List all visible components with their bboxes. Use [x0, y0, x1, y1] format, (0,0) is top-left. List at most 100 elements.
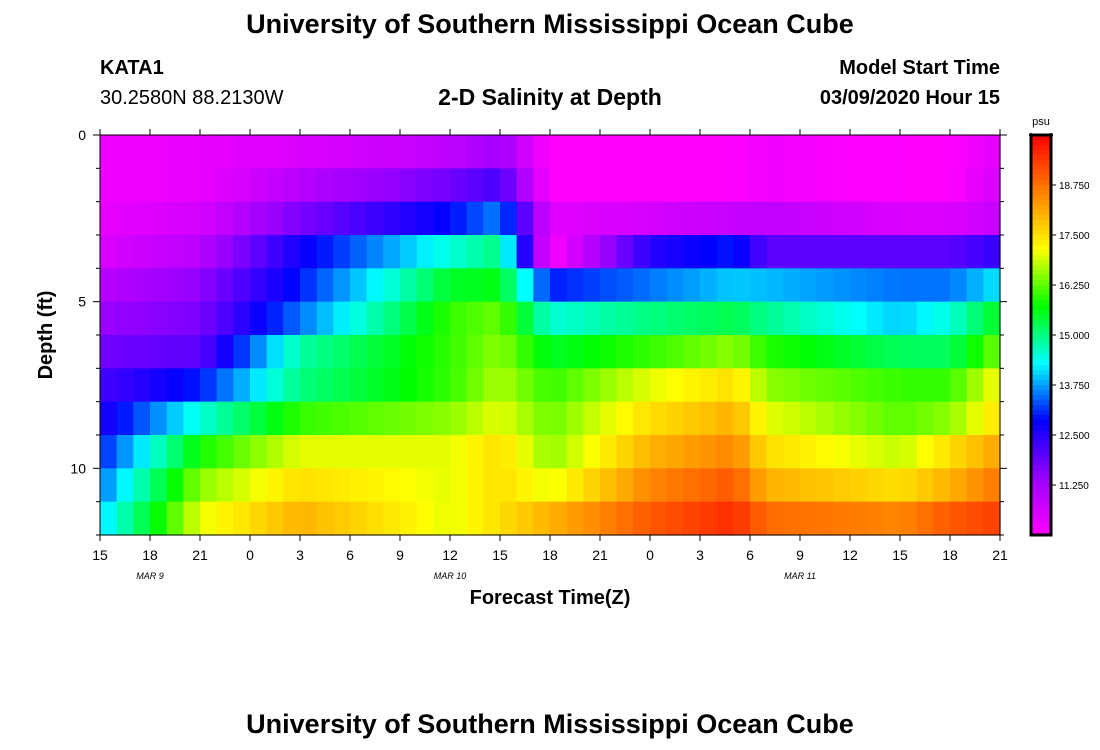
heatmap-cell: [183, 301, 201, 336]
heatmap-cell: [183, 401, 201, 436]
heatmap-cell: [766, 335, 784, 369]
heatmap-cell: [233, 468, 251, 503]
heatmap-cell: [566, 168, 584, 203]
x-tick-label: 12: [442, 547, 458, 563]
heatmap-cell: [683, 268, 701, 303]
heatmap-cell: [133, 168, 151, 203]
heatmap-cell: [533, 168, 551, 203]
heatmap-cell: [150, 435, 168, 469]
heatmap-cell: [183, 368, 201, 403]
heatmap-cell: [316, 435, 334, 469]
heatmap-cell: [800, 401, 818, 436]
heatmap-cell: [150, 235, 168, 269]
heatmap-cell: [200, 235, 218, 269]
x-tick-label: 15: [92, 547, 108, 563]
colorbar-segment: [1031, 215, 1051, 221]
heatmap-cell: [733, 135, 751, 169]
heatmap-cell: [433, 135, 451, 169]
heatmap-cell: [250, 435, 268, 469]
heatmap-cell: [666, 201, 684, 236]
heatmap-cell: [816, 201, 834, 236]
page-title-top: University of Southern Mississippi Ocean…: [246, 9, 854, 39]
heatmap-cell: [616, 301, 634, 336]
heatmap-cell: [316, 201, 334, 236]
heatmap-cell: [916, 401, 934, 436]
heatmap-cell: [650, 135, 668, 169]
heatmap-cell: [250, 168, 268, 203]
heatmap-cell: [950, 468, 968, 503]
heatmap-cell: [683, 468, 701, 503]
heatmap-cell: [366, 135, 384, 169]
heatmap-cell: [716, 235, 734, 269]
heatmap-cell: [633, 335, 651, 369]
heatmap-cell: [366, 435, 384, 469]
heatmap-cell: [766, 501, 784, 536]
heatmap-cell: [233, 501, 251, 536]
heatmap-cell: [600, 468, 618, 503]
heatmap-cell: [533, 135, 551, 169]
heatmap-cell: [616, 268, 634, 303]
colorbar-segment: [1031, 275, 1051, 281]
heatmap-cell: [583, 301, 601, 336]
heatmap-cell: [783, 235, 801, 269]
colorbar-segment: [1031, 265, 1051, 271]
colorbar-segment: [1031, 165, 1051, 171]
heatmap-cell: [200, 201, 218, 236]
heatmap-cell: [550, 268, 568, 303]
heatmap-cell: [883, 501, 901, 536]
heatmap-cell: [916, 368, 934, 403]
heatmap-cell: [583, 501, 601, 536]
x-tick-label: 6: [746, 547, 754, 563]
heatmap-cell: [650, 435, 668, 469]
date-label: MAR 11: [784, 571, 816, 581]
heatmap-cell: [650, 235, 668, 269]
heatmap-cell: [116, 268, 134, 303]
heatmap-cell: [650, 468, 668, 503]
heatmap-cell: [950, 168, 968, 203]
heatmap-cell: [966, 201, 984, 236]
heatmap-cell: [516, 501, 534, 536]
colorbar-segment: [1031, 395, 1051, 401]
heatmap-cell: [266, 501, 284, 536]
heatmap-cell: [116, 201, 134, 236]
heatmap-cell: [833, 335, 851, 369]
heatmap-cell: [133, 368, 151, 403]
heatmap-cell: [833, 501, 851, 536]
heatmap-cell: [350, 501, 368, 536]
heatmap-cell: [150, 168, 168, 203]
heatmap-cell: [616, 501, 634, 536]
heatmap-cell: [100, 401, 118, 436]
heatmap-cell: [200, 335, 218, 369]
heatmap-cell: [266, 235, 284, 269]
heatmap-cell: [550, 235, 568, 269]
heatmap-cell: [466, 335, 484, 369]
heatmap-cell: [800, 301, 818, 336]
heatmap-cell: [100, 335, 118, 369]
heatmap-cell: [116, 135, 134, 169]
heatmap-cell: [966, 468, 984, 503]
heatmap-cell: [783, 201, 801, 236]
heatmap-cell: [383, 501, 401, 536]
heatmap-cell: [266, 168, 284, 203]
heatmap-cell: [900, 168, 918, 203]
heatmap-cell: [900, 501, 918, 536]
heatmap-cell: [866, 435, 884, 469]
heatmap-cell: [416, 135, 434, 169]
heatmap-cell: [216, 401, 234, 436]
heatmap-cell: [366, 168, 384, 203]
heatmap-cell: [600, 268, 618, 303]
heatmap-cell: [983, 168, 1001, 203]
heatmap-cell: [100, 168, 118, 203]
heatmap-cell: [850, 168, 868, 203]
heatmap-cell: [500, 401, 518, 436]
x-axis-label: Forecast Time(Z): [470, 587, 631, 609]
heatmap-cell: [233, 168, 251, 203]
heatmap-cell: [383, 435, 401, 469]
heatmap-cell: [500, 135, 518, 169]
heatmap-cell: [450, 201, 468, 236]
heatmap-cell: [100, 435, 118, 469]
heatmap-cell: [416, 501, 434, 536]
heatmap-cell: [900, 401, 918, 436]
heatmap-cell: [933, 435, 951, 469]
heatmap-cell: [116, 335, 134, 369]
